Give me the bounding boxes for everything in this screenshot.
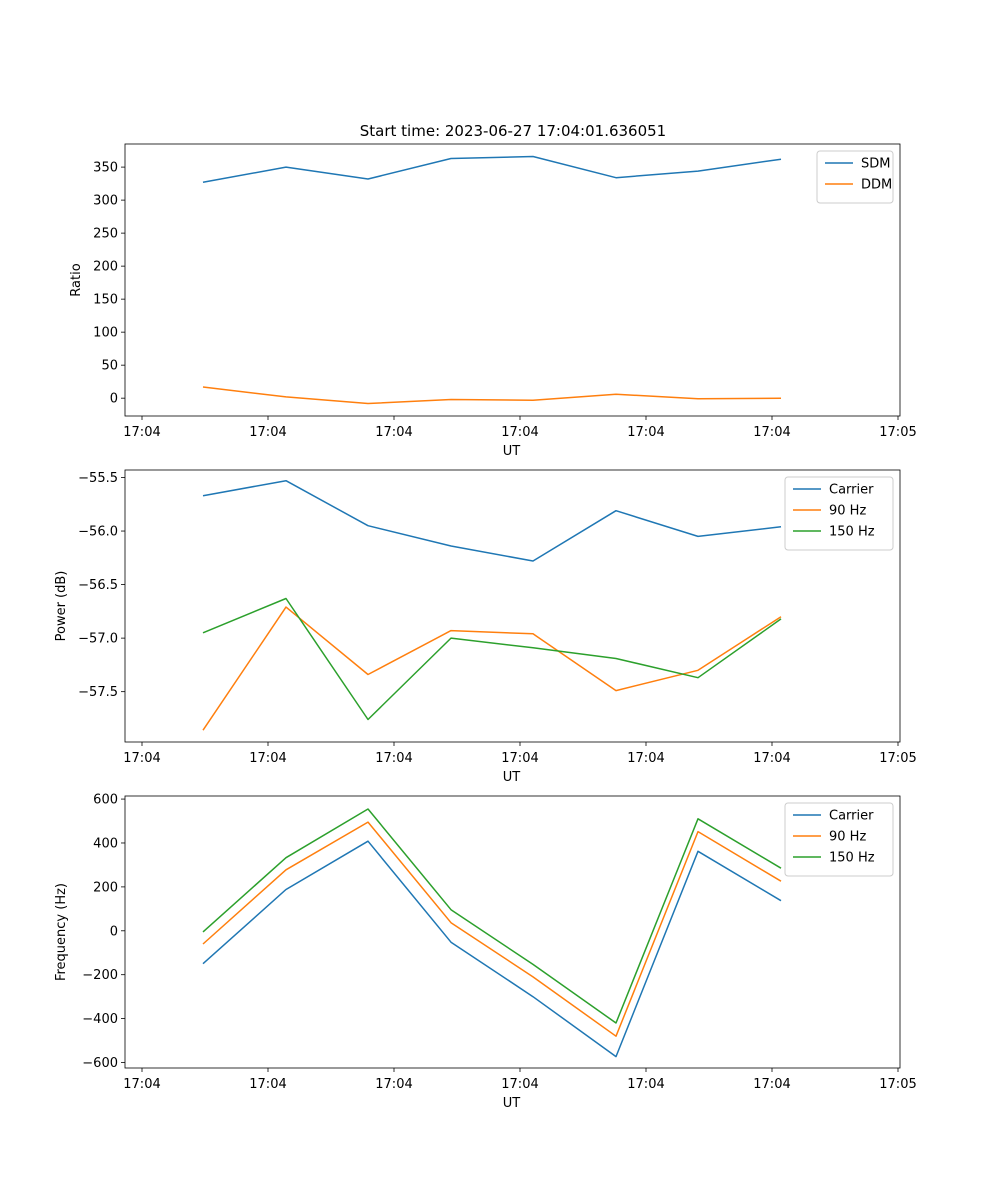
chart-panel-1: 17:04 17:04 17:04 17:04 17:04 17:04 17:05 0 50 10… [69, 143, 917, 459]
x-tick-label: 17:04 [123, 1077, 160, 1092]
panels: 17:04 17:04 17:04 17:04 17:04 17:04 17:05 0 50 10… [54, 143, 917, 1111]
y-tick-label: 600 [93, 793, 118, 808]
series-line-ddm [202, 386, 782, 405]
x-tick-label: 17:04 [753, 751, 790, 766]
legend-label: 90 Hz [829, 504, 866, 519]
y-tick-label: 350 [93, 161, 118, 176]
y-axis-label: Ratio [69, 263, 84, 296]
axes-frame [124, 469, 901, 743]
x-tick-label: 17:05 [879, 751, 916, 766]
chart-panel-3: 17:04 17:04 17:04 17:04 17:04 17:04 17:05 −600 −… [54, 793, 917, 1111]
x-tick-label: 17:04 [627, 1077, 664, 1092]
x-tick-label: 17:04 [627, 751, 664, 766]
axes-frame [124, 143, 901, 417]
y-tick-label: −55.5 [78, 471, 118, 486]
series-line-sdm [202, 155, 782, 184]
series-line-90-hz [202, 821, 782, 1037]
y-axis-label: Power (dB) [54, 571, 69, 642]
y-tick-label: −56.5 [78, 578, 118, 593]
legend-label: Carrier [829, 483, 874, 498]
legend-label: 90 Hz [829, 830, 866, 845]
series-line-carrier [202, 840, 782, 1058]
x-tick-label: 17:04 [753, 1077, 790, 1092]
series-line-150-hz [202, 808, 782, 1024]
x-tick-label: 17:04 [375, 425, 412, 440]
legend-label: DDM [861, 178, 892, 193]
x-tick-label: 17:04 [123, 751, 160, 766]
x-tick-label: 17:04 [501, 425, 538, 440]
x-tick-label: 17:04 [249, 425, 286, 440]
x-tick-label: 17:04 [249, 751, 286, 766]
legend-label: SDM [861, 157, 890, 172]
y-tick-label: 300 [93, 194, 118, 209]
y-tick-label: −600 [82, 1056, 118, 1071]
x-tick-label: 17:04 [249, 1077, 286, 1092]
chart-panel-2: 17:04 17:04 17:04 17:04 17:04 17:04 17:05 −57.5… [54, 469, 917, 785]
x-axis-label: UT [503, 444, 521, 459]
legend: Carrier 90 Hz 150 Hz [784, 802, 894, 877]
y-tick-label: 150 [93, 293, 118, 308]
x-tick-label: 17:04 [375, 751, 412, 766]
x-tick-label: 17:04 [501, 751, 538, 766]
series-line-150-hz [202, 597, 782, 721]
y-tick-label: 250 [93, 227, 118, 242]
y-tick-label: −57.5 [78, 685, 118, 700]
y-tick-label: 200 [93, 880, 118, 895]
legend-label: Carrier [829, 809, 874, 824]
x-tick-label: 17:04 [627, 425, 664, 440]
x-tick-label: 17:05 [879, 1077, 916, 1092]
y-axis-label: Frequency (Hz) [54, 883, 69, 981]
x-tick-label: 17:05 [879, 425, 916, 440]
x-tick-label: 17:04 [375, 1077, 412, 1092]
y-tick-label: −400 [82, 1012, 118, 1027]
figure-title: Start time: 2023-06-27 17:04:01.636051 [360, 122, 666, 140]
series-line-90-hz [202, 606, 782, 731]
x-axis-label: UT [503, 1096, 521, 1111]
y-tick-label: −56.0 [78, 525, 118, 540]
axes-frame [124, 795, 901, 1069]
x-tick-label: 17:04 [501, 1077, 538, 1092]
y-tick-label: 100 [93, 326, 118, 341]
legend-label: 150 Hz [829, 851, 875, 866]
legend-box [816, 150, 894, 204]
y-tick-label: 400 [93, 836, 118, 851]
legend: Carrier 90 Hz 150 Hz [784, 476, 894, 551]
x-tick-label: 17:04 [123, 425, 160, 440]
legend: SDM DDM [816, 150, 894, 204]
y-tick-label: −57.0 [78, 632, 118, 647]
x-axis-label: UT [503, 770, 521, 785]
legend-label: 150 Hz [829, 525, 875, 540]
y-tick-label: 50 [101, 359, 118, 374]
y-tick-label: −200 [82, 968, 118, 983]
x-tick-label: 17:04 [753, 425, 790, 440]
y-tick-label: 0 [110, 392, 118, 407]
y-tick-label: 0 [110, 924, 118, 939]
y-tick-label: 200 [93, 260, 118, 275]
series-line-carrier [202, 479, 782, 562]
